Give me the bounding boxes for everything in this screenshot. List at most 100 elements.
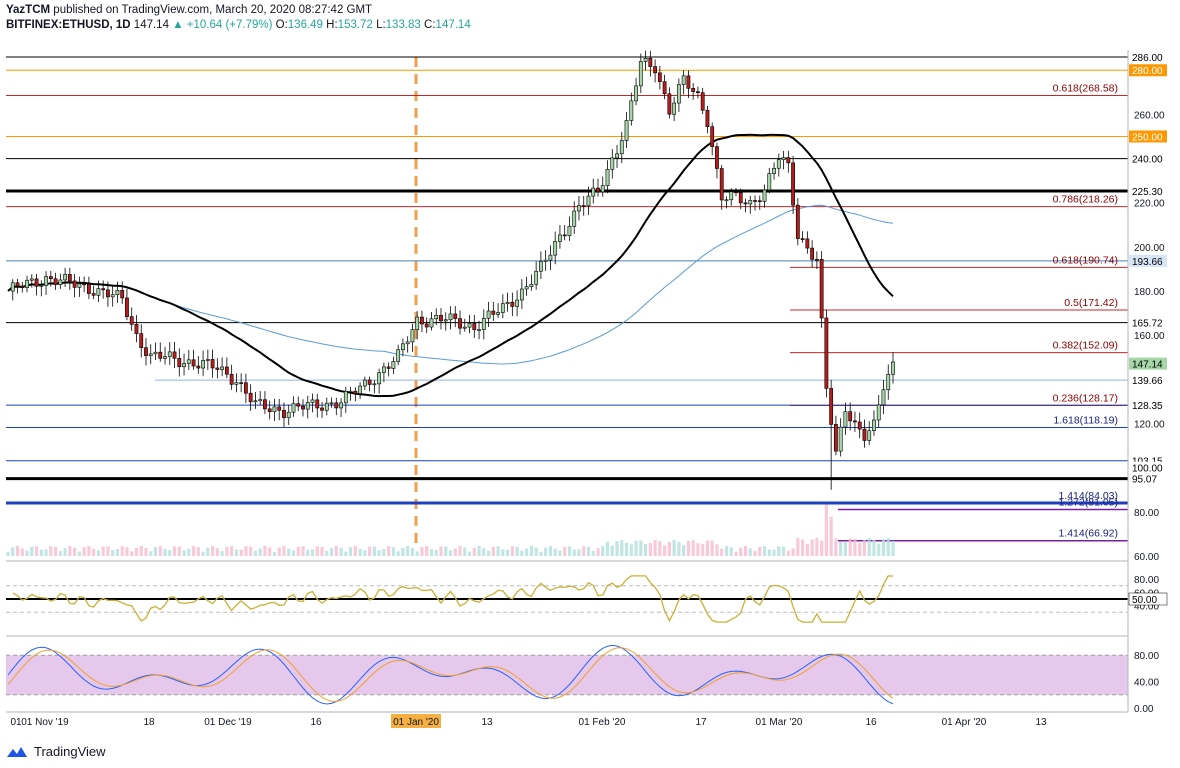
volume-bar bbox=[458, 546, 462, 556]
candle-body bbox=[681, 75, 686, 85]
volume-bar bbox=[529, 546, 533, 556]
candle-body bbox=[72, 280, 77, 288]
volume-bar bbox=[230, 546, 234, 556]
volume-bar bbox=[853, 538, 857, 556]
volume-bar bbox=[724, 546, 729, 556]
candle-body bbox=[381, 366, 386, 373]
price-tag-bg bbox=[1129, 472, 1167, 485]
fib-label: 1.414(84.03) bbox=[1058, 490, 1118, 502]
volume-bar bbox=[372, 546, 376, 556]
volume-bar bbox=[544, 547, 548, 556]
volume-bar bbox=[762, 546, 767, 556]
candle-body bbox=[391, 361, 396, 369]
volume-bar bbox=[448, 550, 453, 556]
candle-body bbox=[657, 72, 662, 82]
stoch-tick-label: 80.00 bbox=[1134, 651, 1159, 662]
candle-body bbox=[215, 367, 220, 370]
volume-bar bbox=[701, 543, 705, 556]
candle-body bbox=[867, 430, 872, 441]
candle-body bbox=[272, 406, 277, 412]
footer: TradingView bbox=[6, 744, 106, 759]
volume-bar bbox=[777, 546, 781, 556]
price-tag: 280.00 bbox=[1132, 66, 1163, 77]
volume-bar bbox=[201, 551, 205, 556]
volume-bar bbox=[848, 538, 852, 556]
volume-bar bbox=[800, 539, 805, 556]
volume-bar bbox=[491, 546, 495, 556]
candle-body bbox=[296, 403, 301, 407]
price-tag: 165.72 bbox=[1132, 319, 1163, 330]
volume-bar bbox=[843, 541, 848, 556]
fib-label: 0.618(268.58) bbox=[1053, 82, 1118, 94]
candle-body bbox=[795, 204, 800, 239]
candle-body bbox=[648, 57, 653, 67]
volume-bar bbox=[572, 549, 576, 556]
candle-body bbox=[772, 167, 776, 174]
volume-bar bbox=[177, 546, 181, 556]
volume-bar bbox=[563, 546, 567, 556]
candle-body bbox=[619, 140, 624, 155]
footer-brand[interactable]: TradingView bbox=[34, 744, 106, 759]
volume-bar bbox=[781, 546, 786, 556]
author-name[interactable]: YazTCM bbox=[6, 4, 51, 16]
candle-body bbox=[548, 254, 553, 261]
volume-bar bbox=[601, 546, 605, 556]
candle-body bbox=[44, 276, 48, 286]
candle-body bbox=[177, 358, 182, 368]
candle-body bbox=[353, 390, 358, 394]
volume-bar bbox=[339, 547, 343, 556]
candle-body bbox=[881, 389, 886, 406]
volume-bar bbox=[891, 540, 895, 556]
volume-bar bbox=[396, 551, 400, 556]
candle-body bbox=[458, 318, 462, 329]
volume-bar bbox=[87, 546, 91, 556]
candle-body bbox=[82, 283, 87, 286]
volume-bar bbox=[68, 546, 72, 556]
volume-bar bbox=[834, 538, 838, 556]
volume-bar bbox=[406, 546, 410, 556]
candle-body bbox=[853, 420, 857, 423]
candle-body bbox=[791, 162, 795, 206]
volume-bar bbox=[144, 548, 148, 556]
x-tick-label: 13 bbox=[481, 717, 493, 728]
candle-body bbox=[515, 299, 520, 307]
volume-bar bbox=[610, 545, 614, 556]
candle-body bbox=[25, 279, 29, 288]
candle-body bbox=[229, 373, 234, 385]
volume-bar bbox=[11, 547, 15, 556]
candle-body bbox=[234, 382, 239, 385]
rsi-level-tag bbox=[1128, 592, 1168, 606]
candle-body bbox=[848, 411, 853, 422]
x-tick-label: 01 Apr '20 bbox=[942, 717, 987, 728]
candle-body bbox=[486, 310, 491, 319]
candle-body bbox=[638, 61, 643, 87]
candle-body bbox=[629, 100, 634, 121]
price-tag-bg bbox=[1129, 152, 1167, 165]
volume-bar bbox=[92, 548, 96, 556]
candle-body bbox=[696, 91, 700, 93]
rsi-tick-label: 80.00 bbox=[1134, 575, 1159, 586]
volume-bar bbox=[786, 550, 790, 556]
candle-body bbox=[244, 382, 248, 394]
fib-label: 0.236(128.17) bbox=[1053, 392, 1118, 404]
candle-body bbox=[700, 92, 705, 111]
candle-body bbox=[125, 297, 129, 317]
volume-bar bbox=[44, 549, 48, 556]
volume-bar bbox=[553, 548, 557, 556]
candle-body bbox=[634, 85, 638, 102]
volume-bar bbox=[482, 548, 486, 556]
volume-bar bbox=[315, 546, 319, 556]
candle-body bbox=[63, 274, 67, 281]
candle-body bbox=[10, 282, 15, 292]
volume-bar bbox=[272, 551, 277, 556]
volume-bar bbox=[710, 540, 714, 556]
volume-bar bbox=[772, 549, 776, 556]
candle-body bbox=[581, 205, 586, 207]
candle-body bbox=[410, 329, 415, 343]
volume-bar bbox=[886, 538, 890, 556]
volume-bar bbox=[486, 550, 491, 556]
y-tick-label: 220.00 bbox=[1134, 199, 1165, 210]
volume-bar bbox=[306, 549, 310, 556]
volume-bar bbox=[163, 549, 167, 556]
